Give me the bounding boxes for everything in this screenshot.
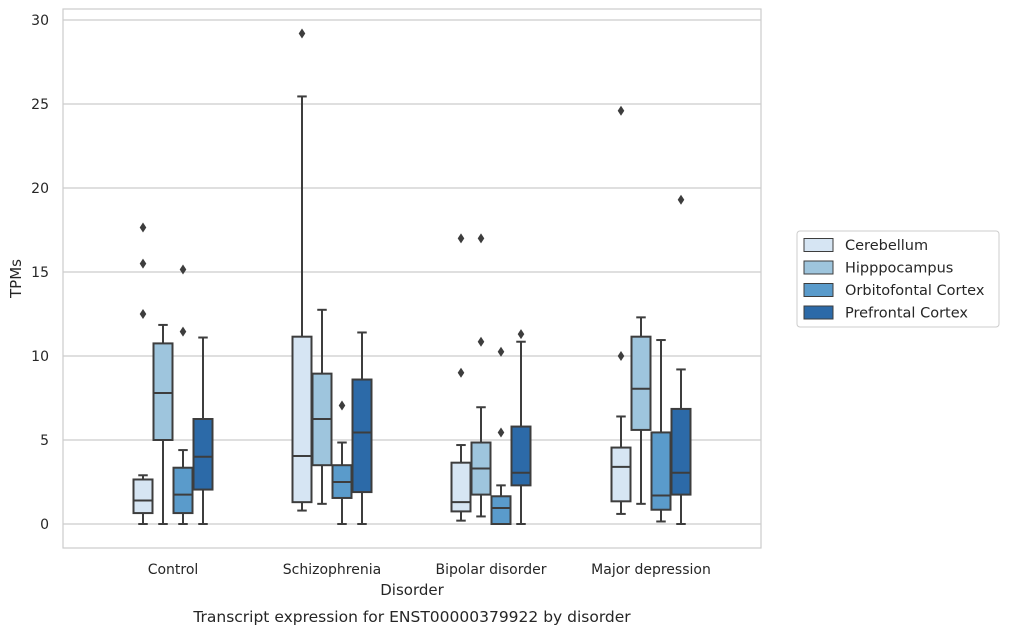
outlier-point <box>179 326 187 337</box>
box-hipppocampus <box>630 316 652 505</box>
box-body <box>670 407 692 496</box>
x-axis-ticks: Control Schizophrenia Bipolar disorder Majo… <box>148 562 711 578</box>
legend-swatch <box>803 305 834 320</box>
x-axis-title: Disorder <box>380 581 444 599</box>
legend-label: Hipppocampus <box>845 261 953 277</box>
y-tick-label: 0 <box>40 517 49 533</box>
box-orbitofontal-cortex <box>650 339 672 523</box>
box-prefrontal-cortex <box>510 329 532 525</box>
y-axis-ticks: 0 5 10 15 20 25 30 <box>31 13 49 533</box>
y-tick-label: 30 <box>31 13 49 29</box>
outlier-point <box>457 367 465 378</box>
box-body <box>132 478 154 515</box>
box-body <box>152 342 174 441</box>
outlier-point <box>139 258 147 269</box>
legend-swatch <box>803 260 834 275</box>
box-prefrontal-cortex <box>351 331 373 525</box>
box-prefrontal-cortex <box>670 194 692 525</box>
box-body <box>510 425 532 487</box>
box-body <box>610 446 632 503</box>
outlier-point <box>517 329 525 340</box>
outlier-point <box>477 233 485 244</box>
legend: Cerebellum Hipppocampus Orbitofontal Corte… <box>796 230 1000 328</box>
box-body <box>172 466 194 515</box>
y-tick-label: 15 <box>31 265 49 281</box>
outlier-point <box>477 336 485 347</box>
box-orbitofontal-cortex <box>172 264 194 525</box>
box-hipppocampus <box>152 323 174 525</box>
box-cerebellum <box>610 105 632 515</box>
legend-label: Orbitofontal Cortex <box>845 283 985 299</box>
outlier-point <box>139 309 147 319</box>
outlier-point <box>617 105 625 116</box>
box-hipppocampus <box>311 308 333 505</box>
x-tick-label: Schizophrenia <box>283 562 381 578</box>
x-tick-label: Major depression <box>591 562 711 578</box>
outlier-point <box>457 233 465 244</box>
legend-swatch <box>803 238 834 252</box>
box-cerebellum <box>450 233 472 522</box>
box-body <box>650 431 672 511</box>
legend-frame <box>796 230 1000 328</box>
box-prefrontal-cortex <box>192 336 214 525</box>
outlier-point <box>338 400 346 411</box>
box-body <box>490 495 512 525</box>
outlier-point <box>617 351 625 361</box>
legend-swatch <box>803 283 834 297</box>
box-hipppocampus <box>470 233 492 518</box>
box-body <box>630 335 652 431</box>
outlier-point <box>179 264 187 275</box>
box-body <box>351 378 373 494</box>
y-axis-title: TPMs <box>7 259 25 299</box>
y-tick-label: 10 <box>31 349 49 365</box>
box-body <box>450 461 472 513</box>
x-tick-label: Bipolar disorder <box>435 562 546 578</box>
outlier-point <box>497 427 505 438</box>
legend-label: Prefrontal Cortex <box>845 306 968 322</box>
plot-area-frame <box>62 8 762 549</box>
y-tick-label: 20 <box>31 181 49 197</box>
box-orbitofontal-cortex <box>331 400 353 525</box>
y-tick-label: 5 <box>40 433 49 449</box>
legend-label: Cerebellum <box>845 238 928 254</box>
box-orbitofontal-cortex <box>490 346 512 525</box>
chart-caption: Transcript expression for ENST0000037992… <box>192 608 631 626</box>
outlier-point <box>139 222 147 233</box>
legend-entries: Cerebellum Hipppocampus Orbitofontal Corte… <box>803 238 985 322</box>
box-plots <box>132 28 692 525</box>
box-body <box>291 335 313 504</box>
box-cerebellum <box>291 28 313 512</box>
outlier-point <box>298 28 306 39</box>
x-tick-label: Control <box>148 562 199 578</box>
box-cerebellum <box>132 222 154 525</box>
outlier-point <box>677 194 685 205</box>
grid-lines <box>63 19 761 525</box>
box-body <box>192 418 214 491</box>
y-tick-label: 25 <box>31 97 49 113</box>
outlier-point <box>497 346 505 357</box>
